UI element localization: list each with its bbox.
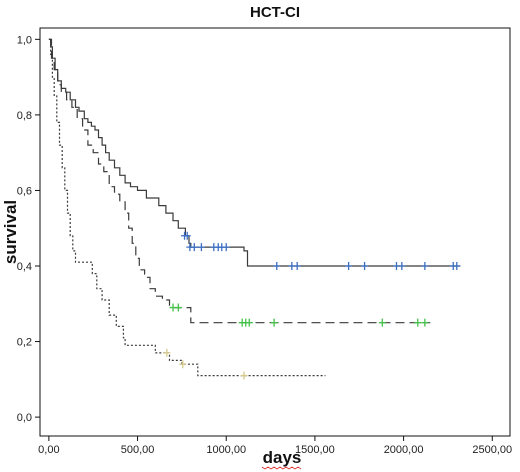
- y-tick-label: 0,8: [17, 110, 32, 122]
- x-tick-label: 0,00: [38, 444, 59, 456]
- censor-marks: [163, 231, 461, 380]
- x-tick-label: 1000,00: [206, 444, 246, 456]
- series-3-line: [48, 38, 326, 377]
- x-tick-label: 2500,00: [472, 444, 512, 456]
- censor-mark: [197, 243, 205, 252]
- censor-mark: [421, 262, 429, 270]
- chart-title: HCT-CI: [250, 4, 300, 21]
- censor-mark: [183, 231, 191, 240]
- x-tick-label: 2000,00: [384, 444, 424, 456]
- censor-mark: [222, 243, 230, 252]
- censor-mark: [179, 360, 187, 369]
- x-axis-label: days: [263, 448, 302, 467]
- censor-mark: [270, 318, 278, 327]
- censor-mark: [414, 318, 422, 327]
- censor-mark: [361, 262, 369, 270]
- x-tick-label: 1500,00: [295, 444, 335, 456]
- series-2-line: [48, 38, 431, 324]
- axis-ticks: 0,00 500,00 1000,00 1500,00 2000,00 2500,00 0,…: [17, 34, 512, 456]
- censor-mark: [273, 262, 281, 270]
- censor-mark: [378, 318, 386, 327]
- censor-mark: [421, 318, 429, 327]
- y-tick-label: 0,2: [17, 337, 32, 349]
- censor-mark: [245, 318, 253, 327]
- x-axis-label-underline: [261, 466, 302, 470]
- series-1-line: [48, 38, 461, 267]
- censor-mark: [345, 262, 353, 270]
- censor-mark: [240, 371, 248, 380]
- y-axis-label: survival: [1, 200, 20, 264]
- plot-frame: [39, 27, 511, 437]
- series-group: [48, 38, 461, 377]
- censor-mark: [453, 262, 461, 270]
- y-tick-label: 0,4: [17, 261, 32, 273]
- censor-mark: [293, 262, 301, 270]
- x-tick-label: 500,00: [121, 444, 155, 456]
- censor-mark: [190, 243, 198, 252]
- y-tick-label: 0,0: [17, 412, 32, 424]
- censor-mark: [398, 262, 406, 270]
- censor-mark: [163, 348, 171, 357]
- y-tick-label: 1,0: [17, 34, 32, 46]
- censor-mark: [174, 303, 182, 312]
- y-tick-label: 0,6: [17, 185, 32, 197]
